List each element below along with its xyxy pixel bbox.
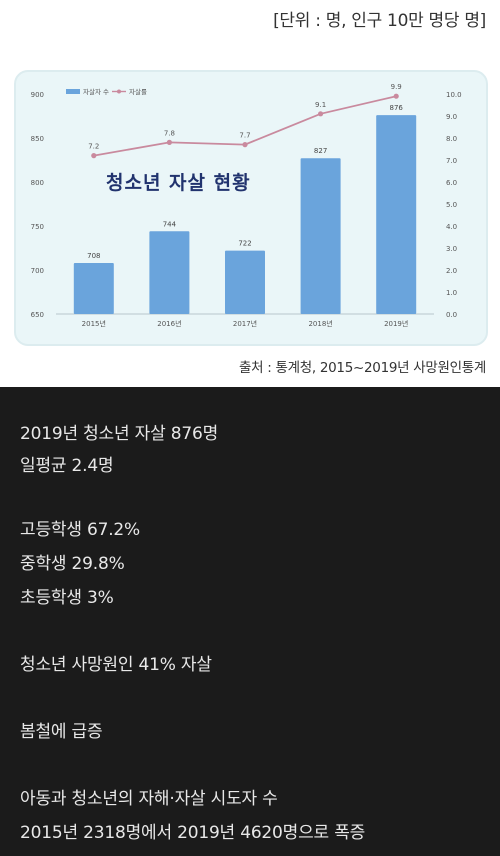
bar-value-label: 722 (238, 240, 251, 248)
legend-bar-label: 자살자 수 (83, 87, 109, 96)
y-right-tick-label: 5.0 (446, 201, 457, 209)
unit-label: [단위 : 명, 인구 10만 명당 명] (273, 11, 486, 31)
source-label: 출처 : 통계청, 2015~2019년 사망원인통계 (239, 360, 486, 376)
x-tick-label: 2016년 (157, 319, 181, 328)
rate-value-label: 7.7 (239, 132, 250, 140)
chart-title: 청소년 자살 현황 (106, 171, 251, 194)
bar-value-label: 876 (390, 104, 404, 112)
y-right-tick-label: 1.0 (446, 289, 457, 297)
x-tick-label: 2019년 (384, 319, 408, 328)
text-line-3: 고등학생 67.2% (20, 520, 140, 540)
rate-point (242, 142, 248, 148)
text-line-4: 중학생 29.8% (20, 554, 125, 574)
chart: 650 700 750 800 850 900 0.0 1.0 2.0 3.0 4.0 5.0 6.0 7… (31, 83, 462, 328)
legend-line-label: 자살률 (129, 87, 147, 96)
x-tick-label: 2018년 (308, 319, 332, 328)
y-left-tick-label: 900 (31, 91, 44, 99)
y-left-tick-label: 750 (31, 223, 44, 231)
x-tick-label: 2017년 (233, 319, 257, 328)
bar (73, 262, 114, 314)
bar (149, 231, 190, 314)
y-right-tick-label: 4.0 (446, 223, 457, 231)
y-left-tick-label: 650 (31, 311, 44, 319)
bar-value-label: 744 (163, 220, 177, 228)
text-line-8: 아동과 청소년의 자해·자살 시도자 수 (20, 789, 278, 809)
bar (376, 115, 417, 314)
rate-point (166, 139, 172, 145)
y-right-tick-label: 9.0 (446, 113, 457, 121)
text-section: 2019년 청소년 자살 876명 일평균 2.4명 고등학생 67.2% 중학… (0, 387, 500, 856)
text-line-7: 봄철에 급증 (20, 722, 103, 742)
y-left-tick-label: 850 (31, 135, 44, 143)
text-line-1: 2019년 청소년 자살 876명 (20, 424, 219, 444)
legend-bar-swatch (66, 89, 80, 94)
legend-line-marker (117, 89, 121, 94)
bar (300, 158, 341, 314)
bar-value-label: 827 (314, 147, 327, 155)
text-line-6: 청소년 사망원인 41% 자살 (20, 655, 212, 675)
rate-value-label: 9.9 (391, 83, 402, 91)
text-line-9: 2015년 2318명에서 2019년 4620명으로 폭증 (20, 823, 366, 843)
rate-value-label: 9.1 (315, 101, 326, 109)
y-right-tick-label: 2.0 (446, 267, 457, 275)
y-right-tick-label: 7.0 (446, 157, 457, 165)
bar-value-label: 708 (87, 252, 100, 260)
y-right-tick-label: 6.0 (446, 179, 457, 187)
rate-value-label: 7.8 (164, 129, 175, 137)
bar (225, 250, 265, 314)
y-right-tick-label: 3.0 (446, 245, 457, 253)
y-right-tick-label: 0.0 (446, 311, 457, 319)
y-left-tick-label: 800 (31, 179, 44, 187)
rate-value-label: 7.2 (88, 143, 99, 151)
text-line-5: 초등학생 3% (20, 588, 114, 608)
x-tick-label: 2015년 (82, 319, 106, 328)
rate-point (393, 93, 399, 99)
chart-card: 650 700 750 800 850 900 0.0 1.0 2.0 3.0 4.0 5.0 6.0 7… (14, 70, 488, 346)
rate-point (318, 111, 324, 117)
rate-point (91, 153, 97, 159)
y-right-tick-label: 8.0 (446, 135, 457, 143)
text-line-2: 일평균 2.4명 (20, 456, 114, 476)
y-left-tick-label: 700 (31, 267, 44, 275)
y-right-tick-label: 10.0 (446, 91, 462, 99)
chart-section: [단위 : 명, 인구 10만 명당 명] 650 700 750 800 850 900… (0, 0, 500, 387)
